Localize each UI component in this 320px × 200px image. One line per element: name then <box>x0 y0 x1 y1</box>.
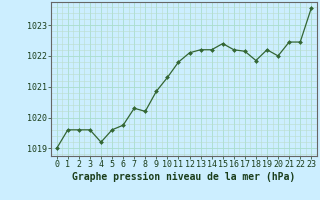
X-axis label: Graphe pression niveau de la mer (hPa): Graphe pression niveau de la mer (hPa) <box>72 172 296 182</box>
